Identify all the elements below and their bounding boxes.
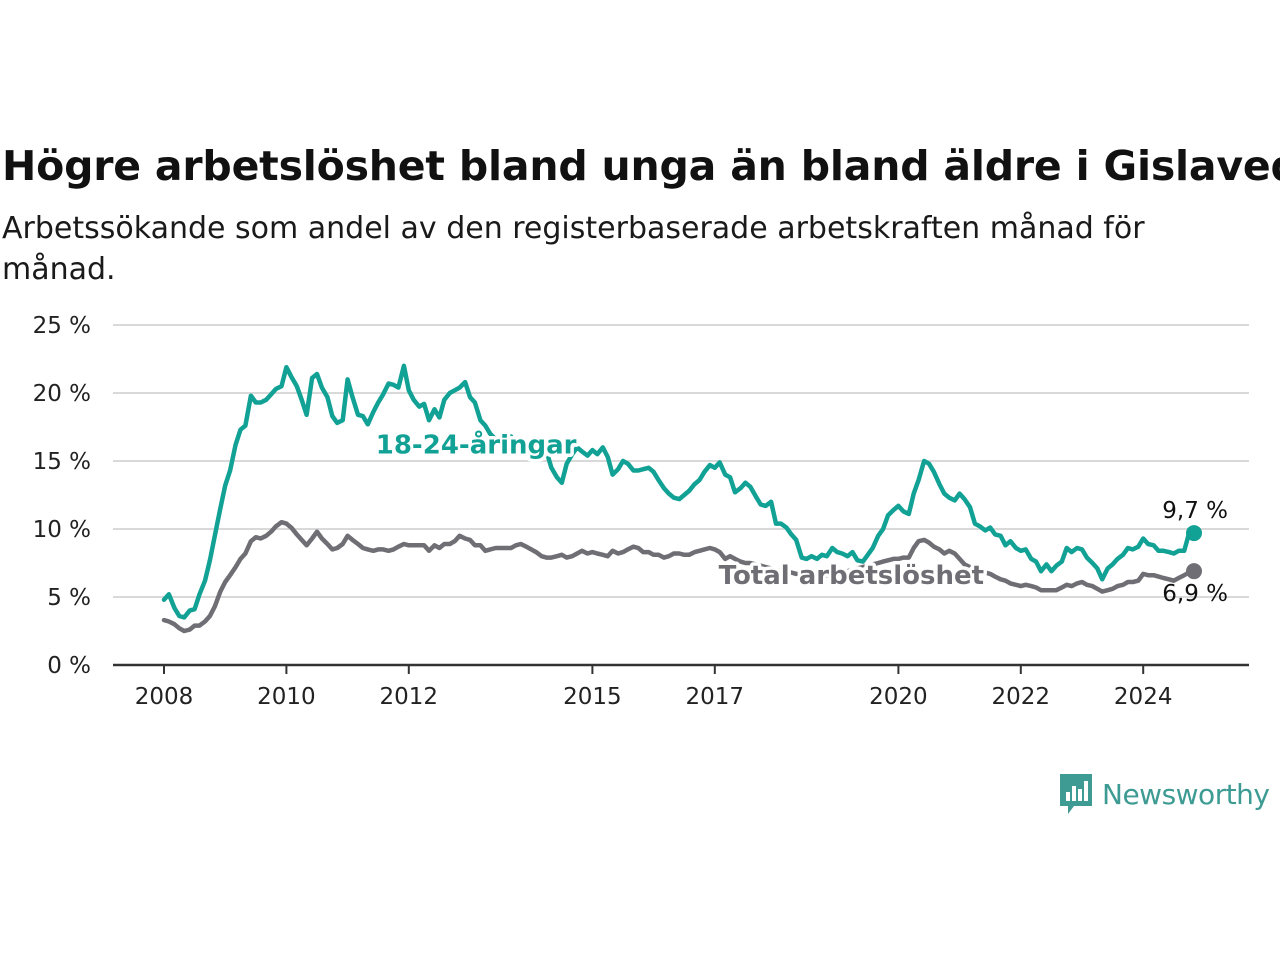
- y-tick-label: 5 %: [47, 585, 91, 611]
- x-tick-label: 2015: [563, 684, 622, 710]
- x-tick-label: 2008: [135, 684, 194, 710]
- series-label-youth: 18-24-åringar: [376, 429, 577, 461]
- x-tick-label: 2024: [1114, 684, 1173, 710]
- bar-chart-speech-bubble-icon: [1060, 774, 1092, 814]
- end-point-youth: [1186, 525, 1202, 542]
- x-tick-label: 2012: [380, 684, 439, 710]
- y-tick-label: 15 %: [33, 449, 91, 475]
- series-line-total: [161, 519, 1197, 634]
- chart-subtitle: Arbetssökande som andel av den registerb…: [2, 211, 1145, 287]
- gridlines: [113, 324, 1249, 598]
- end-value-label-youth: 9,7 %: [1162, 498, 1228, 524]
- end-point-total: [1186, 563, 1202, 580]
- y-tick-label: 20 %: [33, 381, 91, 407]
- brand-logo: Newsworthy: [1058, 772, 1270, 816]
- brand-name: Newsworthy: [1102, 777, 1270, 811]
- y-tick-label: 25 %: [33, 313, 91, 339]
- annotations: 18-24-åringar Total arbetslöshet 9,7 % 6,9 …: [372, 425, 1228, 607]
- axes: 0 % 5 % 10 % 15 % 20 % 25 % 2008 2010 2012 2015 20…: [33, 313, 1249, 710]
- series-line-youth: [161, 363, 1197, 620]
- x-tick-label: 2017: [686, 684, 745, 710]
- y-tick-label: 10 %: [33, 517, 91, 543]
- series-lines: [161, 363, 1202, 634]
- chart-title: Högre arbetslöshet bland unga än bland ä…: [2, 142, 1280, 190]
- x-tick-label: 2020: [869, 684, 928, 710]
- x-tick-label: 2022: [992, 684, 1051, 710]
- y-tick-label: 0 %: [47, 653, 91, 679]
- x-tick-label: 2010: [257, 684, 316, 710]
- series-label-total: Total arbetslöshet: [719, 561, 984, 591]
- end-value-label-total: 6,9 %: [1162, 581, 1228, 607]
